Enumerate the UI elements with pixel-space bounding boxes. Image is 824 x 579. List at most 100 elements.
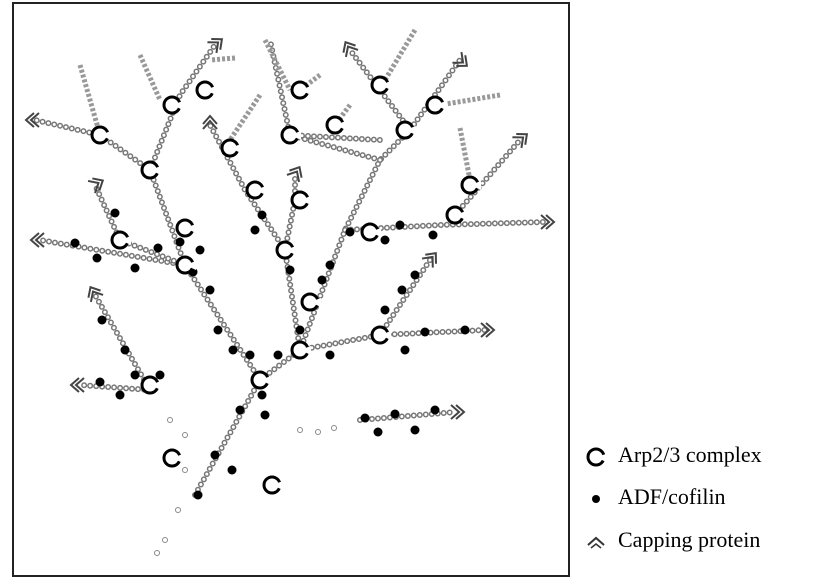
capping-protein — [202, 114, 218, 130]
filament-core — [453, 138, 522, 217]
arp23-complex — [140, 160, 161, 180]
arp23-complex — [425, 95, 446, 115]
arp23-complex — [140, 375, 161, 395]
monomer — [167, 417, 173, 423]
aged-filament — [457, 127, 473, 181]
aged-filament — [227, 93, 263, 142]
capping-protein — [69, 377, 85, 393]
cofilin — [175, 237, 185, 247]
monomer — [162, 537, 168, 543]
cofilin — [273, 350, 283, 360]
legend-cofilin-icon — [592, 495, 600, 503]
capping-protein — [207, 37, 224, 54]
cofilin — [325, 260, 335, 270]
cofilin — [390, 409, 400, 419]
monomer — [182, 432, 188, 438]
arp23-complex — [370, 325, 391, 345]
arp23-complex — [162, 448, 183, 468]
cofilin — [228, 345, 238, 355]
arp23-complex — [445, 205, 466, 225]
capping-protein — [480, 322, 496, 338]
cofilin — [420, 327, 430, 337]
arp23-complex — [280, 125, 301, 145]
cofilin — [395, 220, 405, 230]
legend-capping-icon — [587, 536, 605, 546]
cofilin — [257, 390, 267, 400]
arp23-complex — [395, 120, 416, 140]
cofilin — [120, 345, 130, 355]
arp23-complex — [162, 95, 183, 115]
arp23-complex — [275, 240, 296, 260]
cofilin — [295, 325, 305, 335]
cofilin — [153, 243, 163, 253]
arp23-complex — [175, 218, 196, 238]
cofilin — [227, 465, 237, 475]
cofilin — [110, 208, 120, 218]
legend-label: Arp2/3 complex — [618, 442, 762, 467]
aged-filament — [137, 53, 163, 102]
legend-label: Capping protein — [618, 527, 760, 552]
cofilin — [235, 405, 245, 415]
cofilin — [210, 450, 220, 460]
cofilin — [373, 427, 383, 437]
filament-core — [78, 383, 152, 392]
arp23-complex — [360, 222, 381, 242]
aged-filament — [262, 38, 293, 92]
capping-protein — [450, 404, 466, 420]
arp23-complex — [300, 292, 321, 312]
cofilin — [460, 325, 470, 335]
arp23-complex — [262, 475, 283, 495]
cofilin — [155, 370, 165, 380]
cofilin — [410, 270, 420, 280]
cofilin — [260, 410, 270, 420]
cofilin — [115, 390, 125, 400]
cofilin — [380, 235, 390, 245]
monomer — [331, 425, 337, 431]
arp23-complex — [195, 80, 216, 100]
filament-core — [343, 220, 547, 232]
arp23-complex — [290, 80, 311, 100]
cofilin — [257, 210, 267, 220]
filament-core — [38, 238, 187, 267]
capping-protein — [421, 251, 438, 268]
cofilin — [400, 345, 410, 355]
capping-protein — [452, 51, 469, 68]
arp23-complex — [110, 230, 131, 250]
arp23-complex — [290, 190, 311, 210]
capping-protein — [29, 232, 45, 248]
monomer — [182, 467, 188, 473]
cofilin — [360, 413, 370, 423]
cofilin — [428, 230, 438, 240]
arp23-complex — [245, 180, 266, 200]
aged-filament — [209, 55, 236, 63]
cofilin — [70, 238, 80, 248]
cofilin — [213, 325, 223, 335]
filament-core — [93, 293, 152, 392]
filament-core — [93, 183, 187, 267]
capping-protein — [87, 285, 104, 303]
legend-arp-icon — [586, 447, 606, 467]
capping-protein — [286, 165, 303, 183]
filament — [377, 257, 433, 338]
arp23-complex — [370, 75, 391, 95]
arp23-complex — [250, 370, 271, 390]
cofilin — [397, 285, 407, 295]
arp23-complex — [175, 255, 196, 275]
monomer — [154, 550, 160, 556]
cofilin — [130, 370, 140, 380]
monomer — [297, 427, 303, 433]
arp23-complex — [290, 340, 311, 360]
legend: Arp2/3 complex ADF/cofilin Capping prote… — [586, 442, 762, 552]
cofilin — [205, 285, 215, 295]
filament-core — [298, 328, 487, 352]
capping-protein — [342, 40, 359, 58]
filament-core — [358, 410, 457, 422]
filament-core — [283, 173, 297, 252]
cofilin — [285, 265, 295, 275]
actin-network — [24, 28, 556, 556]
arp23-complex — [460, 175, 481, 195]
filament-core — [268, 38, 382, 162]
capping-protein — [87, 177, 105, 194]
monomer — [315, 429, 321, 435]
